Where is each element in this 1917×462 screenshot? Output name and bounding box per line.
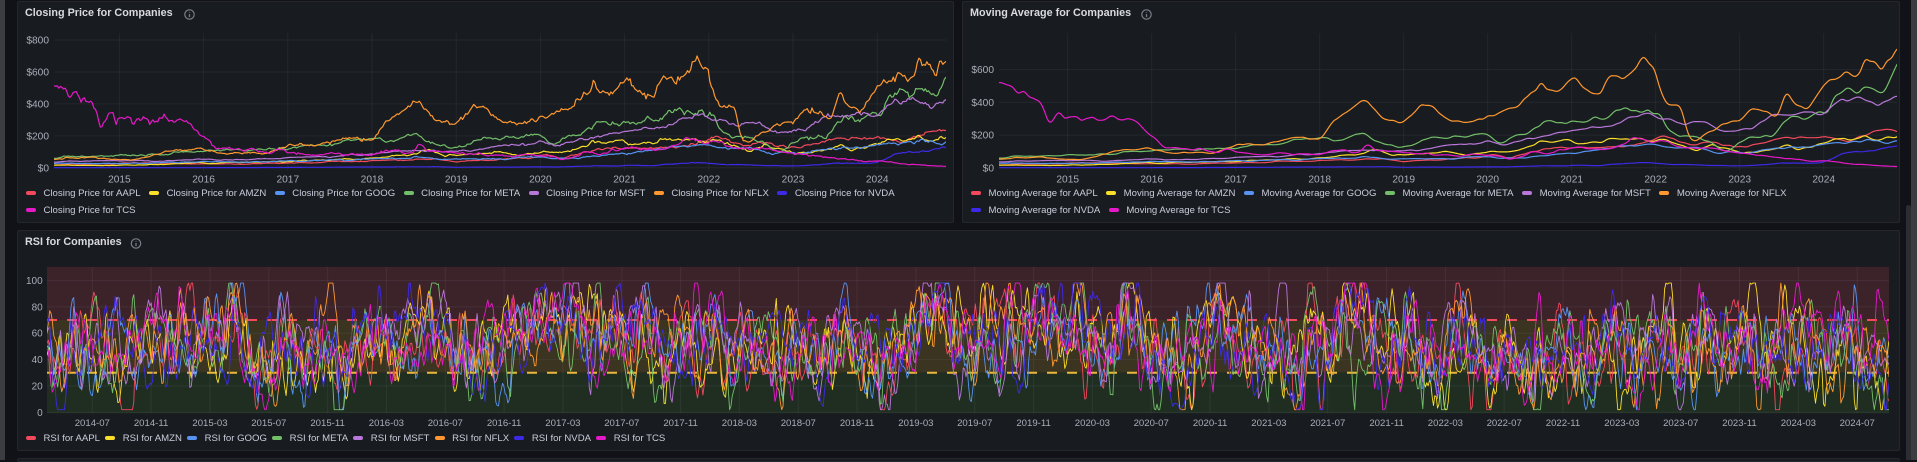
- svg-text:2022-03: 2022-03: [1428, 418, 1463, 429]
- svg-text:2022: 2022: [1644, 174, 1667, 185]
- svg-text:2014-07: 2014-07: [75, 418, 110, 429]
- svg-text:2021-03: 2021-03: [1251, 418, 1286, 429]
- svg-text:2015: 2015: [108, 174, 131, 185]
- svg-text:2019-03: 2019-03: [898, 418, 933, 429]
- svg-text:2021-07: 2021-07: [1310, 418, 1345, 429]
- svg-text:2016: 2016: [192, 174, 215, 185]
- svg-text:2017-11: 2017-11: [663, 418, 698, 429]
- svg-text:$200: $200: [971, 131, 994, 142]
- svg-text:2017: 2017: [276, 174, 299, 185]
- svg-text:$400: $400: [971, 98, 994, 109]
- svg-text:2020: 2020: [1476, 174, 1499, 185]
- svg-text:2020-11: 2020-11: [1193, 418, 1228, 429]
- svg-text:2024: 2024: [866, 174, 889, 185]
- svg-text:2019: 2019: [1392, 174, 1415, 185]
- svg-text:2016-03: 2016-03: [369, 418, 404, 429]
- svg-text:2015-07: 2015-07: [251, 418, 286, 429]
- svg-text:2017-07: 2017-07: [604, 418, 639, 429]
- svg-text:2018-03: 2018-03: [722, 418, 757, 429]
- svg-text:$200: $200: [26, 132, 49, 143]
- svg-text:2020: 2020: [529, 174, 552, 185]
- svg-text:$600: $600: [26, 68, 49, 79]
- svg-text:2017-03: 2017-03: [545, 418, 580, 429]
- svg-text:2022-07: 2022-07: [1487, 418, 1522, 429]
- svg-text:2020-07: 2020-07: [1134, 418, 1169, 429]
- svg-text:2019-11: 2019-11: [1016, 418, 1051, 429]
- svg-text:60: 60: [32, 329, 44, 340]
- svg-text:2024-07: 2024-07: [1840, 418, 1875, 429]
- svg-text:2018-11: 2018-11: [840, 418, 875, 429]
- svg-text:2017: 2017: [1224, 174, 1247, 185]
- svg-text:2024: 2024: [1812, 174, 1835, 185]
- svg-text:2023-07: 2023-07: [1663, 418, 1698, 429]
- svg-text:2016-11: 2016-11: [487, 418, 522, 429]
- svg-text:2023-03: 2023-03: [1604, 418, 1639, 429]
- svg-text:2024-03: 2024-03: [1781, 418, 1816, 429]
- svg-text:100: 100: [26, 276, 43, 287]
- svg-text:2022: 2022: [697, 174, 720, 185]
- svg-text:2021-11: 2021-11: [1369, 418, 1404, 429]
- svg-text:2019-07: 2019-07: [957, 418, 992, 429]
- svg-text:2020-03: 2020-03: [1075, 418, 1110, 429]
- svg-text:$0: $0: [983, 163, 995, 174]
- svg-text:2018-07: 2018-07: [781, 418, 816, 429]
- svg-text:2021: 2021: [1560, 174, 1583, 185]
- svg-text:40: 40: [32, 355, 44, 366]
- svg-text:$800: $800: [26, 36, 49, 47]
- svg-text:2023: 2023: [1728, 174, 1751, 185]
- svg-text:$0: $0: [38, 163, 50, 174]
- svg-text:2019: 2019: [445, 174, 468, 185]
- svg-text:2014-11: 2014-11: [134, 418, 169, 429]
- svg-text:2015: 2015: [1056, 174, 1079, 185]
- svg-text:2021: 2021: [613, 174, 636, 185]
- svg-text:2015-03: 2015-03: [192, 418, 227, 429]
- svg-text:2018: 2018: [361, 174, 384, 185]
- svg-text:2023-11: 2023-11: [1722, 418, 1757, 429]
- svg-text:0: 0: [37, 408, 43, 419]
- svg-text:2016-07: 2016-07: [428, 418, 463, 429]
- svg-text:$600: $600: [971, 65, 994, 76]
- svg-text:2018: 2018: [1308, 174, 1331, 185]
- svg-text:20: 20: [32, 381, 44, 392]
- svg-text:2023: 2023: [782, 174, 805, 185]
- svg-text:80: 80: [32, 302, 44, 313]
- svg-text:2016: 2016: [1140, 174, 1163, 185]
- svg-text:2015-11: 2015-11: [310, 418, 345, 429]
- svg-text:$400: $400: [26, 100, 49, 111]
- svg-text:2022-11: 2022-11: [1546, 418, 1581, 429]
